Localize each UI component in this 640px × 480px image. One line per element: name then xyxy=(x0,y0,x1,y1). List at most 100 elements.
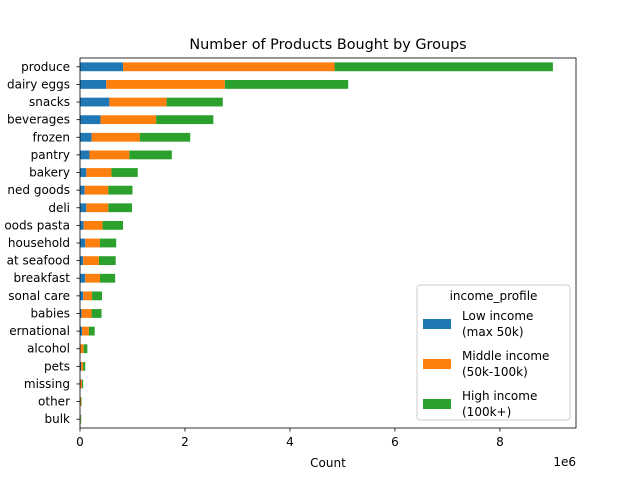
legend-swatch xyxy=(423,399,451,409)
x-axis: 0 2 4 6 8 xyxy=(76,428,504,449)
bar-produce-series-1 xyxy=(123,62,335,72)
y-tick-label: babies xyxy=(30,306,70,320)
plot-frame xyxy=(79,57,577,429)
bar-dairy-eggs-series-1 xyxy=(106,80,225,89)
bar-frozen-series-2 xyxy=(139,132,191,142)
bar-produce-series-2 xyxy=(334,62,553,72)
y-tick-label: at seafood xyxy=(7,254,70,268)
bar-dry-goods-pasta-series-0 xyxy=(80,220,84,230)
x-axis-label: Count xyxy=(310,456,346,470)
y-tick-label: pets xyxy=(44,359,70,373)
y-tick-label: ernational xyxy=(9,324,70,338)
bar-pets-series-1 xyxy=(81,361,84,371)
y-tick-label: missing xyxy=(24,377,70,391)
bar-produce-series-0 xyxy=(80,62,124,72)
bar-other-series-2 xyxy=(81,397,82,406)
bar-snacks-series-1 xyxy=(109,97,167,107)
bar-international-series-1 xyxy=(82,326,89,336)
bar-personal-care-series-2 xyxy=(92,291,103,301)
y-tick-label: dairy eggs xyxy=(7,77,70,91)
bar-pantry-series-2 xyxy=(129,150,172,160)
y-tick-label: beverages xyxy=(7,113,70,127)
bar-international-series-2 xyxy=(88,326,95,336)
bar-beverages-series-0 xyxy=(80,115,101,125)
bar-meat-seafood-series-2 xyxy=(98,256,116,266)
y-axis: produce dairy eggs snacks beverages frozen pa… xyxy=(4,60,80,426)
y-tick-label: deli xyxy=(48,201,70,215)
legend-swatch xyxy=(423,359,451,369)
legend: income_profile Low income (max 50k) Middle … xyxy=(416,284,571,421)
bar-alcohol-series-1 xyxy=(80,344,84,354)
y-tick-label: bakery xyxy=(29,166,70,180)
bar-deli-series-2 xyxy=(108,203,132,213)
y-tick-label: sonal care xyxy=(8,289,70,303)
legend-label: High income (100k+) xyxy=(462,389,537,419)
bar-canned-goods-series-2 xyxy=(108,185,133,195)
bar-missing-series-1 xyxy=(80,379,83,389)
bar-pantry-series-0 xyxy=(80,150,90,160)
bar-household-series-2 xyxy=(99,238,117,248)
y-tick-label: snacks xyxy=(29,95,70,109)
y-tick-label: alcohol xyxy=(27,342,70,356)
bar-dairy-eggs-series-0 xyxy=(80,80,107,89)
bar-meat-seafood-series-0 xyxy=(80,256,84,266)
bar-deli-series-0 xyxy=(80,203,87,213)
y-tick-label: produce xyxy=(21,60,70,74)
bar-dry-goods-pasta-series-2 xyxy=(102,220,124,230)
x-tick-label: 4 xyxy=(286,435,294,449)
bar-frozen-series-0 xyxy=(80,132,92,142)
y-tick-label: household xyxy=(8,236,70,250)
y-tick-label: bulk xyxy=(44,412,70,426)
legend-box xyxy=(416,284,571,421)
bar-breakfast-series-1 xyxy=(85,273,100,283)
x-tick-label: 6 xyxy=(391,435,399,449)
x-axis-offset-text: 1e6 xyxy=(553,455,576,469)
bar-dry-goods-pasta-series-1 xyxy=(83,220,103,230)
bar-beverages-series-2 xyxy=(156,115,214,125)
x-tick-label: 2 xyxy=(181,435,189,449)
bar-personal-care-series-0 xyxy=(80,291,84,301)
bar-alcohol-series-2 xyxy=(83,344,88,354)
bar-breakfast-series-0 xyxy=(80,273,86,283)
bar-pets-series-2 xyxy=(83,361,86,371)
bar-international-series-0 xyxy=(80,326,83,336)
bar-bulk-series-2 xyxy=(80,414,82,424)
bar-canned-goods-series-0 xyxy=(80,185,85,195)
y-tick-label: pantry xyxy=(31,148,70,162)
legend-label: Middle income (50k-100k) xyxy=(462,349,549,379)
bar-dairy-eggs-series-2 xyxy=(224,80,349,89)
bar-personal-care-series-1 xyxy=(83,291,93,301)
bar-bakery-series-2 xyxy=(111,168,138,177)
y-tick-label: oods pasta xyxy=(4,218,70,232)
bar-snacks-series-2 xyxy=(166,97,223,107)
bar-snacks-series-0 xyxy=(80,97,110,107)
y-tick-label: other xyxy=(38,395,70,409)
bar-babies-series-0 xyxy=(80,309,82,318)
bar-canned-goods-series-1 xyxy=(84,185,109,195)
bar-bakery-series-1 xyxy=(86,168,112,177)
bar-breakfast-series-2 xyxy=(99,273,116,283)
y-tick-label: frozen xyxy=(32,130,70,144)
chart-title: Number of Products Bought by Groups xyxy=(189,37,466,53)
bars-layer xyxy=(80,62,553,424)
bar-frozen-series-1 xyxy=(91,132,140,142)
bar-pantry-series-1 xyxy=(89,150,130,160)
legend-swatch xyxy=(423,319,451,329)
bar-bulk-series-1 xyxy=(80,414,81,424)
bar-meat-seafood-series-1 xyxy=(83,256,99,266)
x-tick-label: 0 xyxy=(76,435,84,449)
bar-household-series-1 xyxy=(85,238,100,248)
bar-babies-series-2 xyxy=(91,309,102,318)
bar-beverages-series-1 xyxy=(100,115,157,125)
legend-label: Low income (max 50k) xyxy=(462,309,533,339)
bar-babies-series-1 xyxy=(81,309,92,318)
legend-title: income_profile xyxy=(450,289,538,303)
x-tick-label: 8 xyxy=(496,435,504,449)
bar-bakery-series-0 xyxy=(80,168,87,177)
y-tick-label: ned goods xyxy=(7,183,70,197)
bar-household-series-0 xyxy=(80,238,86,248)
bar-pets-series-0 xyxy=(80,361,82,371)
bar-other-series-1 xyxy=(80,397,82,406)
bar-missing-series-2 xyxy=(82,379,84,389)
